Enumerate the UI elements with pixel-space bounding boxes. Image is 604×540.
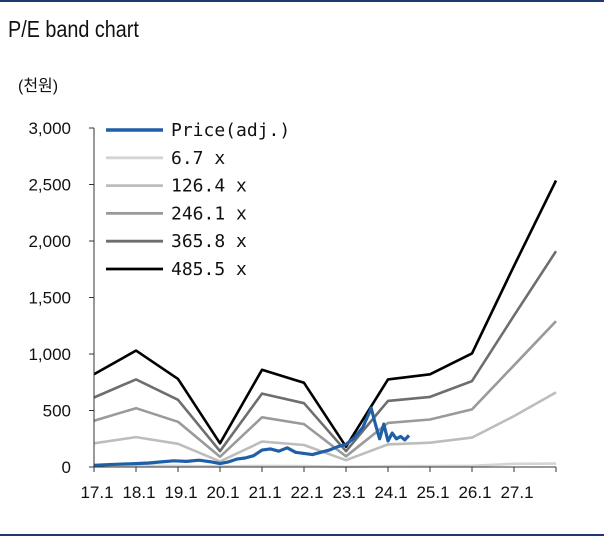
x-tick-label: 27.1 [500,483,533,502]
bottom-rule [0,534,604,536]
band-lines [93,179,558,469]
band-line-246-1-x [93,320,557,459]
y-tick-label: 1,000 [28,345,71,364]
x-tick-label: 24.1 [374,483,407,502]
price-line-group [93,406,411,467]
legend-label: 365.8 x [171,231,247,252]
band-line-6-7-x [93,462,557,469]
x-tick-label: 19.1 [164,483,197,502]
x-tick-label: 22.1 [290,483,323,502]
legend-label: 6.7 x [171,148,225,169]
top-rule [0,0,604,2]
x-tick-labels: 17.1 18.1 19.1 20.1 21.1 22.1 23.1 24.1 25.1 26.1… [80,467,557,502]
y-tick-label: 500 [43,402,71,421]
y-tick-labels: 0 500 1,000 1,500 2,000 2,500 3,000 [28,119,94,477]
unit-label: (천원) [18,78,59,95]
y-tick-label: 2,500 [28,176,71,195]
band-line-365-8-x [93,250,558,453]
legend-label: 246.1 x [171,203,247,224]
band-line-485-5-x [93,179,558,449]
y-tick-label: 1,500 [28,289,71,308]
legend-label: Price(adj.) [171,120,290,141]
x-tick-label: 18.1 [122,483,155,502]
y-tick-label: 2,000 [28,232,71,251]
price-line [93,406,411,467]
y-tick-label: 0 [62,458,71,477]
x-tick-label: 17.1 [80,483,113,502]
x-tick-label: 25.1 [416,483,449,502]
legend-label: 126.4 x [171,176,247,197]
y-tick-label: 3,000 [28,119,71,138]
legend: Price(adj.) 6.7 x 126.4 x 246.1 x 365.8 x 485… [106,120,290,280]
x-tick-label: 26.1 [458,483,491,502]
legend-label: 485.5 x [171,259,247,280]
x-tick-label: 21.1 [248,483,281,502]
x-tick-label: 23.1 [332,483,365,502]
chart-title: P/E band chart [8,16,139,42]
x-tick-label: 20.1 [206,483,239,502]
